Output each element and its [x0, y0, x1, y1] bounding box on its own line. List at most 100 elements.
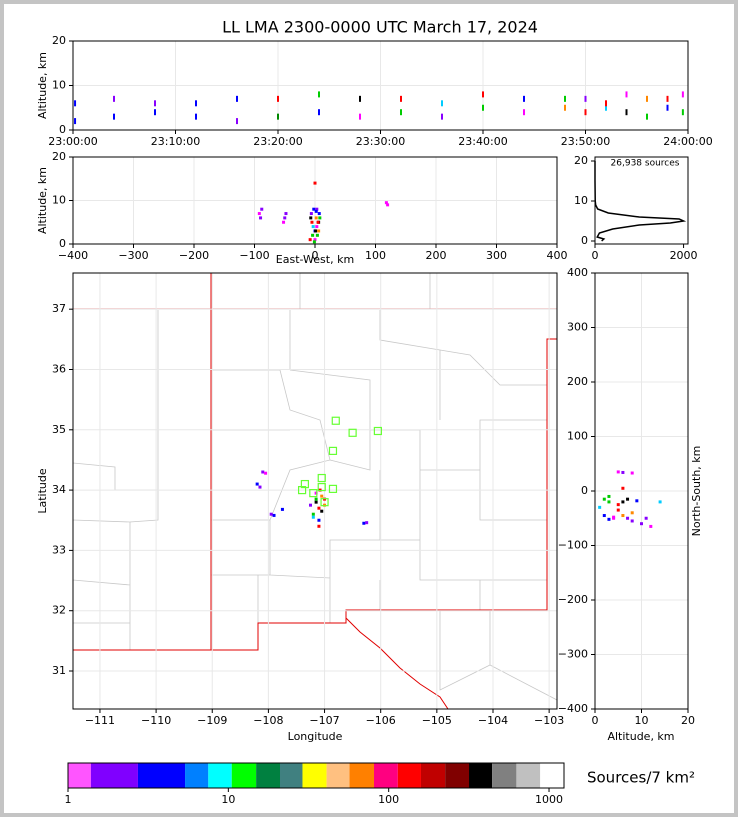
- chart-title: LL LMA 2300-0000 UTC March 17, 2024: [222, 18, 538, 37]
- source-point: [616, 470, 620, 474]
- station: [309, 489, 318, 498]
- source-point: [261, 470, 265, 474]
- y-tick-label: 0: [59, 123, 66, 136]
- y-tick-label: 37: [52, 302, 66, 315]
- source-point: [400, 95, 402, 102]
- source-point: [314, 491, 318, 495]
- y-tick-label: −400: [558, 702, 588, 715]
- y-tick-label: 10: [52, 194, 66, 207]
- source-point: [318, 216, 322, 220]
- source-point: [317, 229, 321, 233]
- source-point: [625, 109, 628, 116]
- source-point: [309, 216, 313, 220]
- source-point: [272, 513, 276, 517]
- x-tick-label: 20: [681, 714, 695, 727]
- source-point: [630, 511, 634, 515]
- source-point: [309, 503, 313, 507]
- source-point: [621, 514, 625, 518]
- y-tick-label: 0: [581, 234, 588, 247]
- source-point: [317, 212, 321, 216]
- y-tick-label: 300: [567, 321, 588, 334]
- source-point: [441, 113, 443, 120]
- source-point: [260, 207, 264, 211]
- source-point: [311, 233, 315, 237]
- station: [373, 426, 382, 436]
- color-swatch: [185, 763, 209, 788]
- source-point: [658, 500, 662, 504]
- source-point: [316, 220, 320, 224]
- source-point: [277, 95, 279, 102]
- x-tick-label: 24:00:00: [663, 135, 712, 148]
- axes-frame: [72, 272, 558, 710]
- x-axis-label: East-West, km: [276, 253, 354, 266]
- station: [300, 479, 309, 489]
- source-point: [616, 503, 620, 507]
- source-point: [635, 499, 639, 503]
- source-point: [318, 109, 320, 116]
- station: [328, 446, 338, 455]
- x-tick-label: 2000: [670, 249, 698, 262]
- x-tick-label: 400: [547, 249, 568, 262]
- source-point: [312, 207, 316, 211]
- station: [317, 482, 326, 492]
- station: [317, 473, 326, 483]
- x-tick-label: −104: [478, 714, 508, 727]
- y-axis-label: Latitude: [36, 468, 49, 514]
- source-point: [644, 516, 648, 520]
- source-point: [314, 209, 318, 213]
- x-tick-label: 0: [312, 249, 319, 262]
- y-tick-label: 20: [52, 34, 66, 47]
- source-point: [384, 201, 388, 205]
- source-point: [314, 229, 318, 233]
- color-swatch: [302, 763, 327, 788]
- station: [331, 416, 340, 425]
- source-point: [236, 118, 238, 125]
- color-swatch: [231, 763, 257, 788]
- x-tick-label: 200: [426, 249, 447, 262]
- x-tick-label: 1000: [535, 793, 563, 806]
- x-tick-label: 23:30:00: [356, 135, 405, 148]
- source-point: [259, 216, 263, 220]
- y-tick-label: 32: [52, 604, 66, 617]
- source-point: [309, 212, 313, 216]
- y-tick-label: 10: [52, 79, 66, 92]
- source-point: [365, 521, 369, 525]
- source-point: [284, 212, 288, 216]
- color-swatch: [326, 763, 350, 788]
- colorbar-label: Sources/7 km²: [587, 769, 695, 787]
- axes-frame: [72, 40, 689, 131]
- y-tick-label: 34: [52, 483, 66, 496]
- x-tick-label: 10: [221, 793, 235, 806]
- source-point: [113, 95, 115, 102]
- x-tick-label: 23:40:00: [458, 135, 507, 148]
- station: [348, 428, 357, 437]
- source-point: [313, 181, 317, 185]
- color-swatch: [445, 763, 470, 788]
- source-point: [320, 494, 324, 498]
- source-point: [681, 91, 684, 98]
- x-tick-label: −400: [58, 249, 88, 262]
- source-point: [523, 109, 525, 116]
- source-point: [584, 109, 587, 116]
- source-point: [280, 507, 284, 511]
- color-swatch: [397, 763, 421, 788]
- x-axis-label: Longitude: [288, 730, 343, 743]
- source-point: [630, 519, 634, 523]
- source-point: [154, 109, 156, 116]
- x-tick-label: −100: [239, 249, 269, 262]
- source-point: [264, 471, 268, 475]
- color-swatch: [280, 763, 303, 788]
- source-point: [646, 113, 648, 120]
- source-point: [311, 225, 315, 229]
- x-tick-label: 100: [378, 793, 399, 806]
- source-point: [315, 233, 319, 237]
- x-tick-label: −300: [118, 249, 148, 262]
- source-point: [317, 506, 321, 510]
- color-swatch: [516, 763, 541, 788]
- source-point: [607, 517, 611, 521]
- source-point: [621, 470, 625, 474]
- y-tick-label: 0: [59, 237, 66, 250]
- source-point: [616, 508, 620, 512]
